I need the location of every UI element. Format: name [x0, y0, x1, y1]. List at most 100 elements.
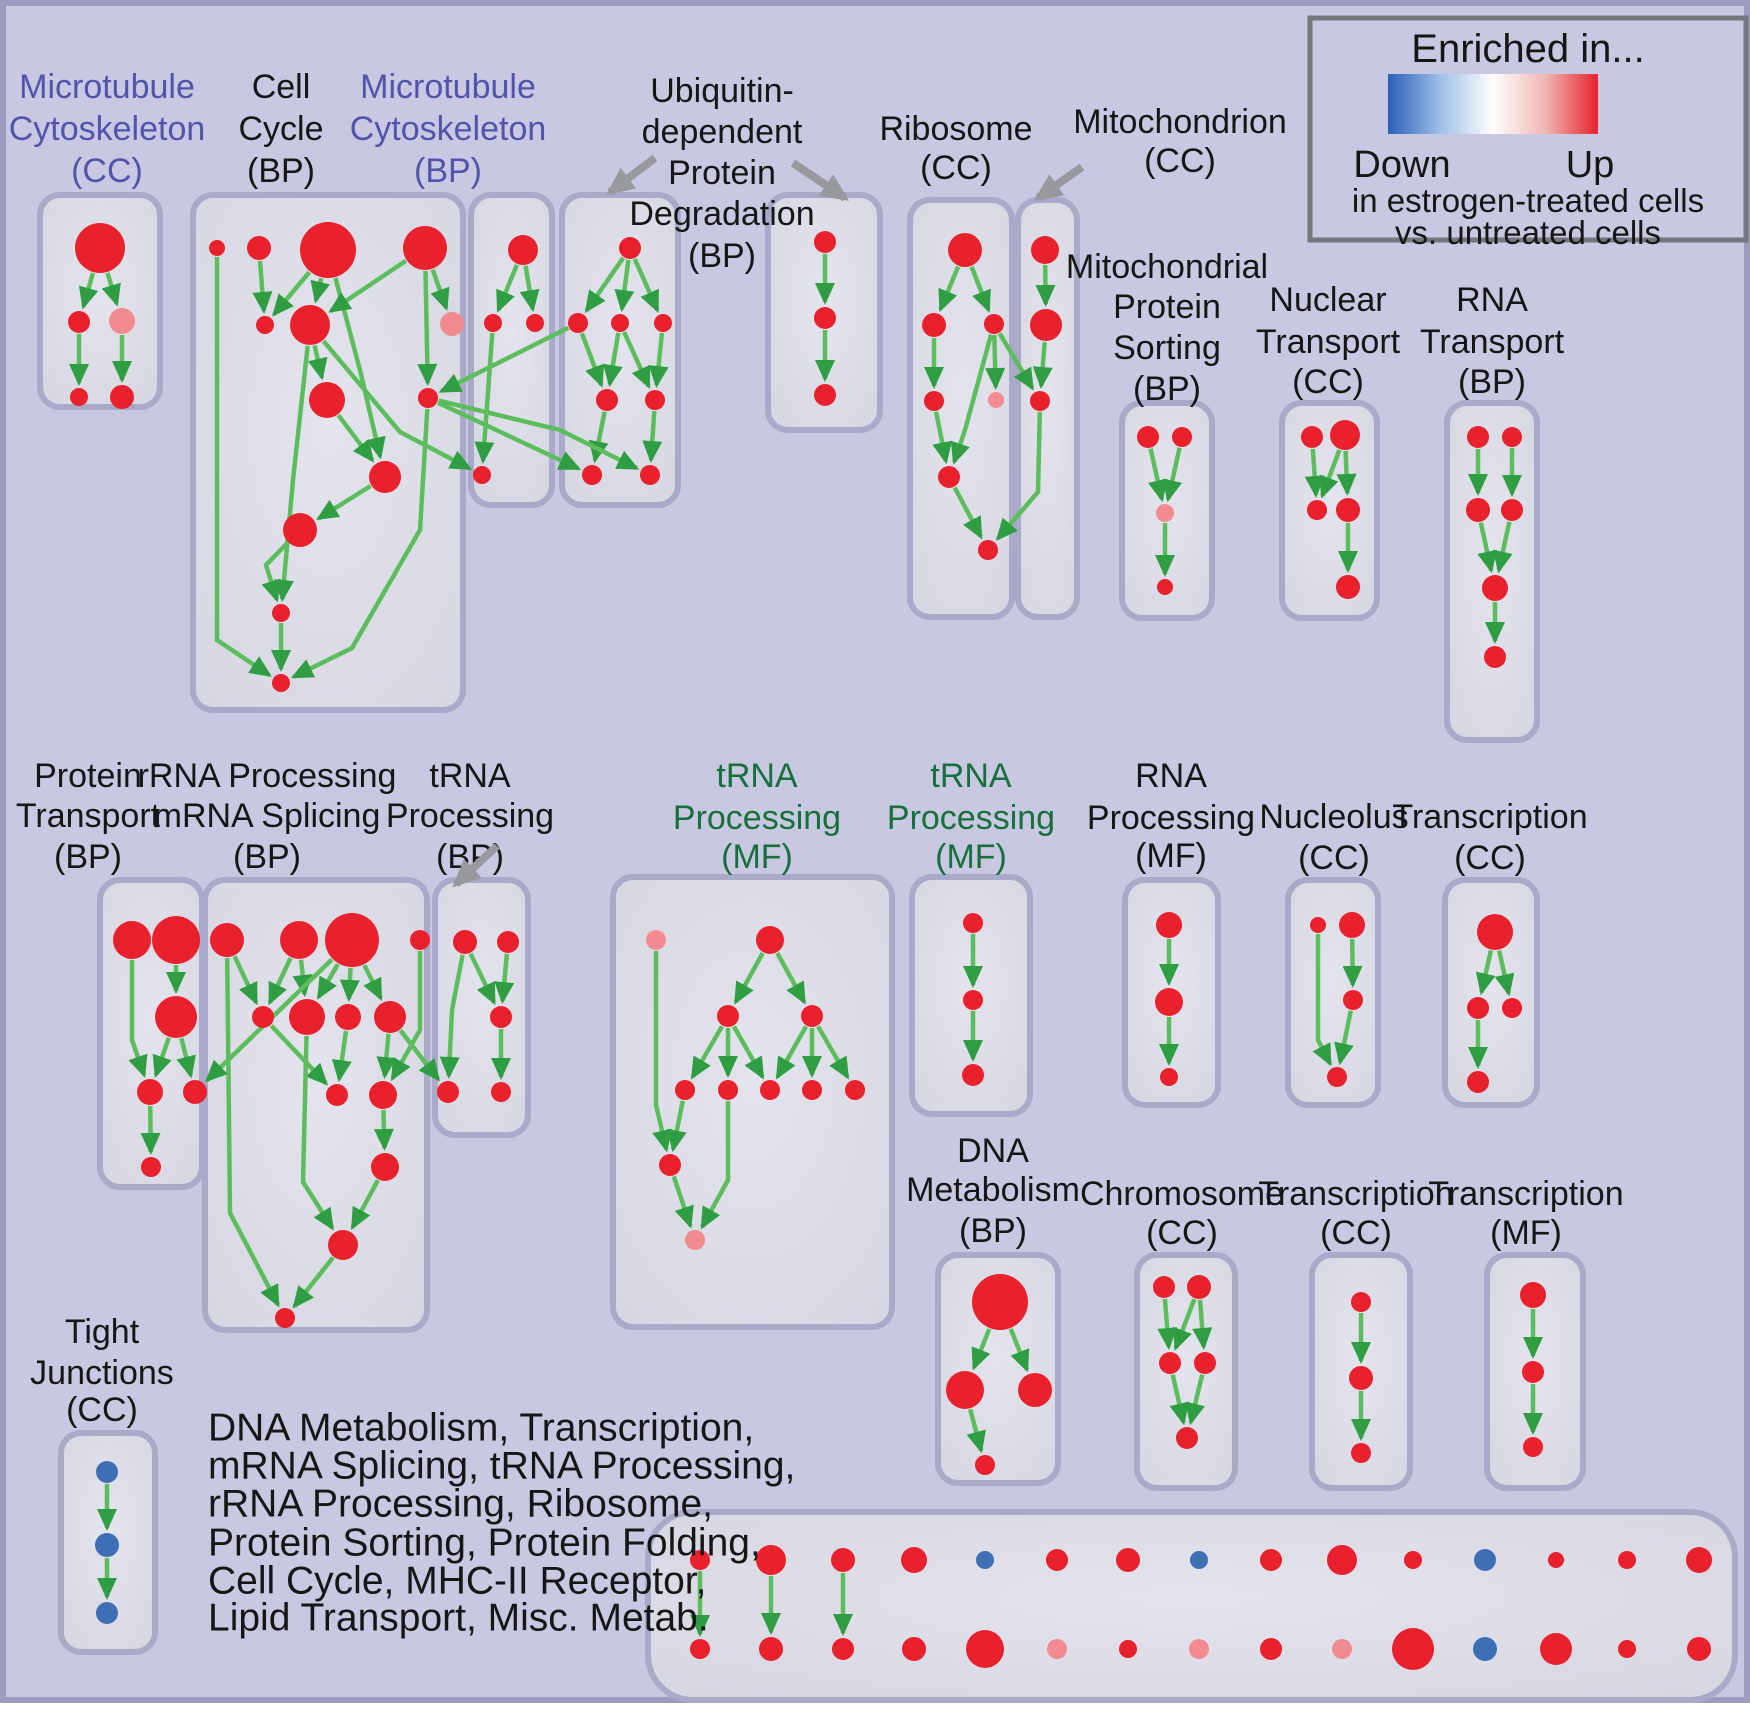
node-red-dna-metabolism-bp-0: [972, 1274, 1028, 1330]
callout-arrow-3: [452, 843, 500, 888]
cluster-label-dna-metabolism-bp: DNA: [957, 1132, 1029, 1170]
cluster-label-microtubule-cytoskeleton-bp: (BP): [414, 152, 482, 190]
node-red-rrna-processing-mrna-splicing-5: [289, 999, 325, 1035]
node-red-rna-transport-bp-3: [1501, 499, 1523, 521]
node-red-protein-transport-bp-2: [155, 996, 197, 1038]
edge-microtubule-cytoskeleton-bp: [474, 332, 495, 464]
node-red-matrix-bottom-13: [1618, 1640, 1636, 1658]
node-red-ubiquitin-degradation-2-1: [814, 307, 836, 329]
node-red-trna-processing-bp-1: [497, 931, 519, 953]
node-blue-matrix-top-7: [1190, 1551, 1208, 1569]
edge-nucleolus-cc: [1334, 1010, 1354, 1066]
cluster-label-transcription-cc-lower: (CC): [1320, 1214, 1392, 1252]
edge-cell-cycle: [417, 270, 438, 386]
node-red-matrix-bottom-3: [902, 1637, 926, 1661]
edge-rrna-processing-mrna-splicing: [350, 1179, 380, 1231]
node-red-trna-processing-mf-small-1: [963, 990, 983, 1010]
edge-cell-cycle: [274, 345, 310, 603]
edge-ubiquitin-degradation-1: [602, 332, 623, 388]
edge-chromosome-cc: [1157, 1298, 1178, 1350]
node-red-dna-metabolism-bp-3: [975, 1455, 995, 1475]
node-red-matrix-bottom-12: [1540, 1633, 1572, 1665]
cluster-box-misc-matrix: [645, 1509, 1738, 1703]
edge-trna-processing-mf-large: [652, 951, 672, 1153]
node-red-matrix-top-12: [1548, 1552, 1564, 1568]
node-red-rrna-processing-mrna-splicing-6: [335, 1004, 361, 1030]
node-red-rrna-processing-mrna-splicing-1: [280, 921, 318, 959]
cluster-label-transcription-cc-lower: Transcription: [1258, 1175, 1453, 1213]
layer-nodes: [68, 222, 1712, 1670]
node-pink-trna-processing-mf-large-10: [685, 1230, 705, 1250]
edge-protein-transport-bp: [140, 1105, 161, 1155]
node-red-ubiquitin-degradation-2-0: [814, 231, 836, 253]
cluster-label-tight-junctions-cc: Tight: [65, 1313, 140, 1351]
edge-rrna-processing-mrna-splicing: [316, 963, 340, 1000]
edge-cross-mitochondrion-cc-to-ribosome-cc: [995, 411, 1043, 541]
cluster-label-microtubule-cytoskeleton-cc: Cytoskeleton: [9, 110, 206, 148]
edge-trna-processing-mf-large: [671, 1175, 694, 1229]
node-red-chromosome-cc-4: [1176, 1427, 1198, 1449]
callout-arrow-0: [606, 154, 658, 196]
edge-mitochondrion-cc: [1035, 264, 1056, 307]
edge-rrna-processing-mrna-splicing: [376, 1033, 397, 1080]
node-red-dna-metabolism-bp-1: [946, 1371, 984, 1409]
edge-rrna-processing-mrna-splicing: [373, 1109, 394, 1151]
edge-dna-metabolism-bp: [971, 1328, 992, 1371]
node-red-chromosome-cc-0: [1153, 1276, 1175, 1298]
edge-ribosome-cc: [969, 265, 991, 313]
node-red-cell-cycle-5: [290, 305, 330, 345]
edge-cell-cycle: [214, 257, 272, 678]
edge-nuclear-transport-cc: [1336, 450, 1357, 496]
node-red-ubiquitin-degradation-1-2: [611, 314, 629, 332]
node-red-rna-transport-bp-0: [1467, 426, 1489, 448]
node-red-trna-processing-bp-4: [491, 1082, 511, 1102]
node-red-matrix-bottom-1: [759, 1637, 783, 1661]
cluster-box-microtubule-cytoskeleton-cc: [37, 192, 163, 410]
cluster-label-tight-junctions-cc: Junctions: [30, 1354, 174, 1392]
node-red-ubiquitin-degradation-1-6: [582, 465, 602, 485]
edge-ribosome-cc: [932, 411, 953, 465]
edge-trna-processing-bp: [468, 952, 497, 1006]
cluster-box-rna-transport-bp: [1444, 400, 1540, 743]
node-red-ribosome-cc-3: [924, 391, 944, 411]
node-red-cell-cycle-8: [418, 388, 438, 408]
node-red-transcription-cc-upper-2: [1502, 998, 1522, 1018]
edge-rrna-processing-mrna-splicing: [390, 951, 423, 1082]
node-red-ubiquitin-degradation-1-7: [640, 465, 660, 485]
node-red-trna-processing-mf-large-8: [845, 1080, 865, 1100]
edge-microtubule-cytoskeleton-cc: [78, 272, 99, 310]
edge-rna-transport-bp: [1477, 522, 1497, 574]
node-red-matrix-top-5: [1046, 1549, 1068, 1571]
node-red-ubiquitin-degradation-2-2: [814, 384, 836, 406]
node-red-nuclear-transport-cc-3: [1336, 498, 1360, 522]
edge-rrna-processing-mrna-splicing: [269, 1024, 329, 1086]
edge-rrna-processing-mrna-splicing: [224, 957, 280, 1308]
cluster-label-chromosome-cc: (CC): [1146, 1214, 1218, 1252]
cluster-label-ubiquitin-degradation-1: dependent: [642, 113, 803, 151]
layer-edges: [69, 254, 1543, 1637]
edge-trna-processing-mf-large: [733, 952, 765, 1005]
cluster-label-transcription-mf: Transcription: [1428, 1175, 1623, 1213]
node-red-matrix-bottom-0: [690, 1639, 710, 1659]
node-red-ubiquitin-degradation-1-3: [654, 314, 672, 332]
cluster-label-rna-transport-bp: (BP): [1458, 363, 1526, 401]
edge-trna-processing-bp: [439, 954, 465, 1079]
cluster-label-rna-processing-mf: RNA: [1135, 757, 1207, 795]
node-pink-matrix-bottom-5: [1047, 1639, 1067, 1659]
misc-categories-text: Protein Sorting, Protein Folding,: [208, 1522, 761, 1565]
node-red-cell-cycle-4: [256, 316, 274, 334]
cluster-label-ubiquitin-degradation-1: Protein: [668, 154, 776, 192]
node-red-transcription-mf-1: [1522, 1361, 1544, 1383]
edge-cell-cycle: [316, 484, 372, 521]
node-red-chromosome-cc-3: [1194, 1352, 1216, 1374]
cluster-label-transcription-cc-upper: (CC): [1454, 839, 1526, 877]
cluster-label-ubiquitin-degradation-1: (BP): [688, 237, 756, 275]
edge-chromosome-cc: [1173, 1298, 1197, 1351]
node-red-rrna-processing-mrna-splicing-3: [410, 930, 430, 950]
cluster-label-mitochondrion-cc: Mitochondrion: [1073, 103, 1287, 141]
node-red-matrix-top-1: [756, 1545, 786, 1575]
node-blue-matrix-top-11: [1474, 1549, 1496, 1571]
edge-trna-processing-mf-large: [775, 952, 807, 1005]
